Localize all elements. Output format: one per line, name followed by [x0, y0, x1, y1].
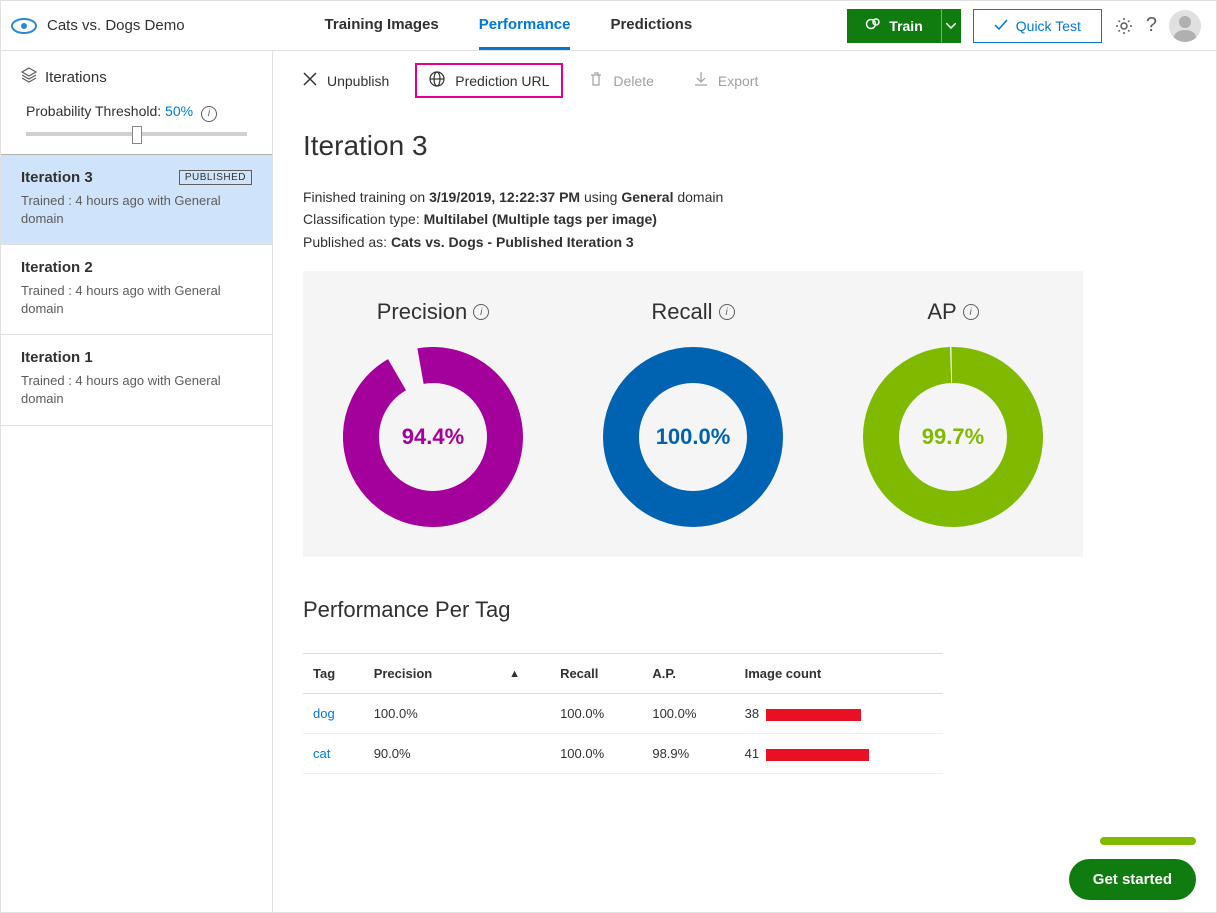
info-icon[interactable]: i — [963, 304, 979, 320]
cell-precision: 90.0% — [364, 734, 550, 774]
page-title: Iteration 3 — [303, 130, 1186, 162]
threshold-label: Probability Threshold: — [26, 103, 161, 119]
cell-ap: 100.0% — [642, 694, 734, 734]
quick-test-label: Quick Test — [1016, 18, 1081, 34]
avatar[interactable] — [1169, 10, 1201, 42]
meta-published: Cats vs. Dogs - Published Iteration 3 — [391, 234, 634, 250]
iteration-name: Iteration 3 — [21, 169, 93, 186]
perf-per-tag-title: Performance Per Tag — [303, 597, 1186, 623]
table-row: cat 90.0% 100.0% 98.9% 41 — [303, 734, 943, 774]
info-icon[interactable]: i — [473, 304, 489, 320]
gear-icon — [865, 16, 881, 35]
donut-chart: 99.7% — [863, 347, 1043, 527]
export-label: Export — [718, 73, 758, 89]
metric-value: 94.4% — [402, 424, 464, 450]
cell-recall: 100.0% — [550, 734, 642, 774]
table-row: dog 100.0% 100.0% 100.0% 38 — [303, 694, 943, 734]
table-header[interactable]: Recall — [550, 654, 642, 694]
metrics-panel: Precision i 94.4% Recall i 100.0% AP i 9… — [303, 271, 1083, 557]
published-badge: PUBLISHED — [179, 170, 252, 185]
sort-arrow-icon: ▲ — [509, 668, 520, 680]
iteration-item[interactable]: Iteration 1 Trained : 4 hours ago with G… — [1, 335, 272, 425]
donut-chart: 94.4% — [343, 347, 523, 527]
iterations-header: Iterations — [1, 51, 272, 95]
iteration-name: Iteration 2 — [21, 259, 93, 276]
count-bar — [766, 709, 861, 721]
metric-label: AP i — [863, 299, 1043, 325]
donut-chart: 100.0% — [603, 347, 783, 527]
meta-text: Published as: — [303, 234, 391, 250]
globe-icon — [429, 71, 445, 90]
threshold-slider[interactable] — [26, 132, 247, 136]
iteration-subtitle: Trained : 4 hours ago with General domai… — [21, 372, 252, 408]
performance-table: TagPrecision▲RecallA.P.Image count dog 1… — [303, 653, 943, 774]
metric-value: 99.7% — [922, 424, 984, 450]
metric-value: 100.0% — [656, 424, 731, 450]
settings-icon[interactable] — [1114, 16, 1134, 36]
unpublish-button[interactable]: Unpublish — [303, 72, 389, 89]
count-bar — [766, 749, 869, 761]
tag-link[interactable]: dog — [313, 706, 335, 721]
cell-image-count: 38 — [735, 694, 943, 734]
threshold-value: 50% — [165, 103, 193, 119]
table-header[interactable]: Tag — [303, 654, 364, 694]
meta-date: 3/19/2019, 12:22:37 PM — [429, 189, 580, 205]
metric-label: Recall i — [603, 299, 783, 325]
iteration-metadata: Finished training on 3/19/2019, 12:22:37… — [303, 186, 1186, 253]
check-icon — [994, 18, 1008, 34]
metric-ap: AP i 99.7% — [863, 299, 1043, 527]
meta-domain: General — [621, 189, 673, 205]
meta-text: Classification type: — [303, 211, 424, 227]
download-icon — [694, 71, 708, 90]
export-button: Export — [694, 71, 758, 90]
train-dropdown[interactable] — [941, 9, 961, 43]
metric-precision: Precision i 94.4% — [343, 299, 523, 527]
iteration-subtitle: Trained : 4 hours ago with General domai… — [21, 282, 252, 318]
logo-icon — [11, 16, 37, 36]
decorative-squiggle — [1100, 837, 1196, 845]
layers-icon — [21, 67, 37, 87]
table-header[interactable]: Precision▲ — [364, 654, 550, 694]
metric-label: Precision i — [343, 299, 523, 325]
quick-test-button[interactable]: Quick Test — [973, 9, 1102, 43]
table-header[interactable]: A.P. — [642, 654, 734, 694]
project-title: Cats vs. Dogs Demo — [47, 17, 185, 34]
iterations-label: Iterations — [45, 69, 107, 86]
iteration-subtitle: Trained : 4 hours ago with General domai… — [21, 192, 252, 228]
meta-classtype: Multilabel (Multiple tags per image) — [424, 211, 657, 227]
cell-precision: 100.0% — [364, 694, 550, 734]
iteration-item[interactable]: Iteration 3 PUBLISHED Trained : 4 hours … — [1, 154, 272, 245]
slider-thumb[interactable] — [132, 126, 142, 144]
delete-label: Delete — [613, 73, 653, 89]
train-button[interactable]: Train — [847, 16, 940, 35]
unpublish-label: Unpublish — [327, 73, 389, 89]
iteration-name: Iteration 1 — [21, 349, 93, 366]
meta-text: using — [580, 189, 621, 205]
tag-link[interactable]: cat — [313, 746, 330, 761]
info-icon[interactable]: i — [201, 106, 217, 122]
delete-button: Delete — [589, 71, 653, 90]
cell-recall: 100.0% — [550, 694, 642, 734]
prediction-url-label: Prediction URL — [455, 73, 549, 89]
meta-text: Finished training on — [303, 189, 429, 205]
meta-text: domain — [673, 189, 723, 205]
train-button-group[interactable]: Train — [847, 9, 960, 43]
prediction-url-button[interactable]: Prediction URL — [415, 63, 563, 98]
tab-performance[interactable]: Performance — [479, 1, 571, 50]
train-label: Train — [889, 18, 922, 34]
trash-icon — [589, 71, 603, 90]
cell-ap: 98.9% — [642, 734, 734, 774]
get-started-button[interactable]: Get started — [1069, 859, 1196, 900]
info-icon[interactable]: i — [719, 304, 735, 320]
tab-predictions[interactable]: Predictions — [610, 1, 692, 50]
metric-recall: Recall i 100.0% — [603, 299, 783, 527]
help-icon[interactable]: ? — [1146, 14, 1157, 37]
table-header[interactable]: Image count — [735, 654, 943, 694]
iteration-item[interactable]: Iteration 2 Trained : 4 hours ago with G… — [1, 245, 272, 335]
tab-training-images[interactable]: Training Images — [325, 1, 439, 50]
cell-image-count: 41 — [735, 734, 943, 774]
close-icon — [303, 72, 317, 89]
